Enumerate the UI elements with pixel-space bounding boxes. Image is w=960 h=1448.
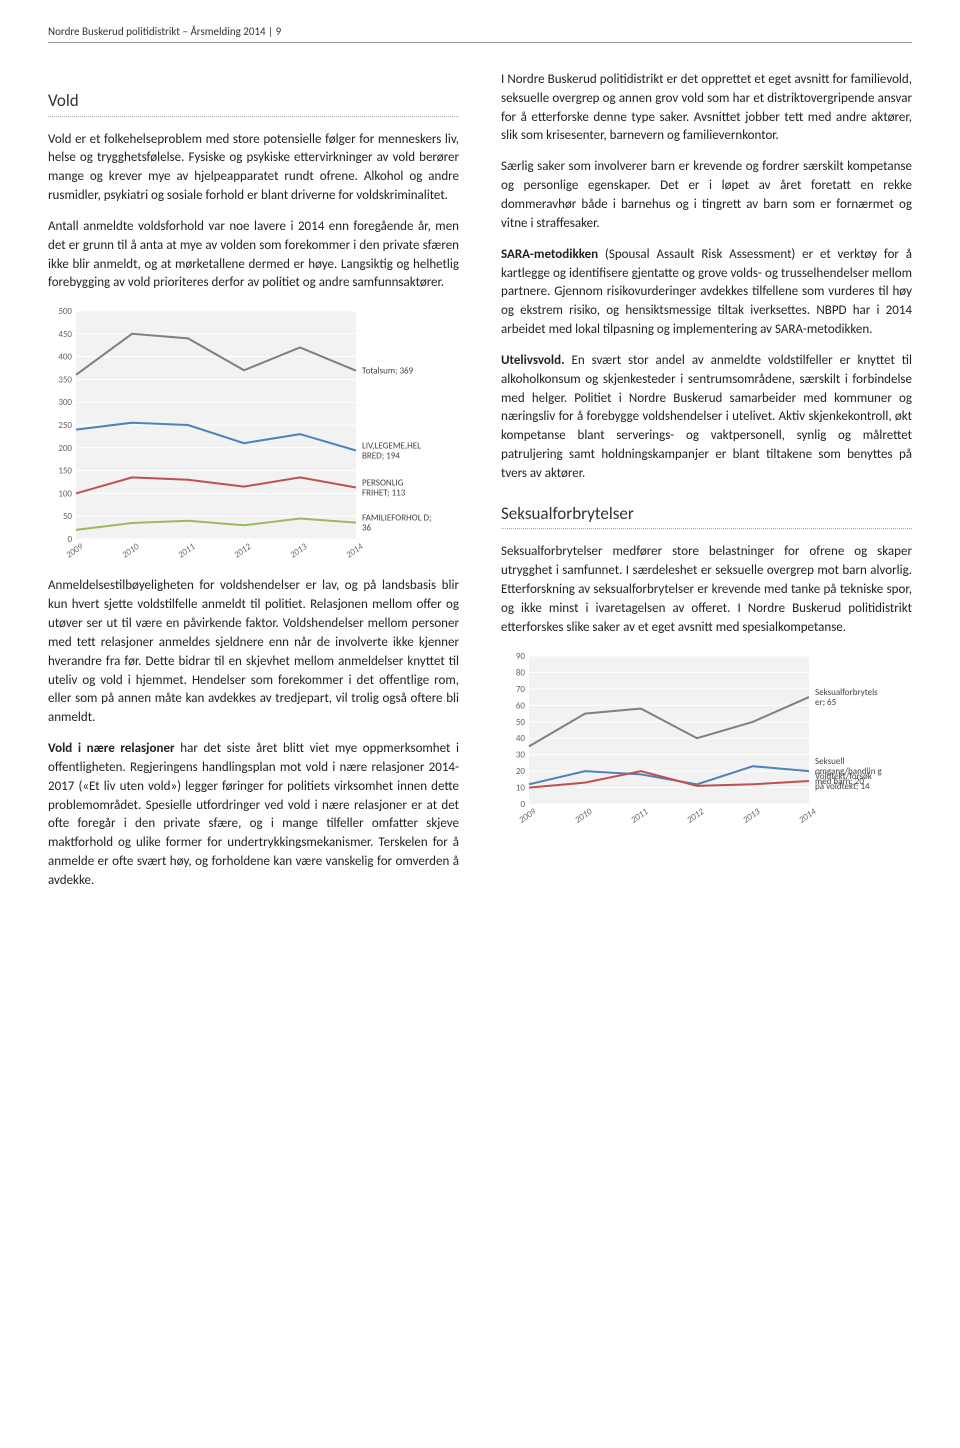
svg-text:på voldtekt; 14: på voldtekt; 14 [815, 781, 870, 792]
section-title-vold: Vold [48, 89, 459, 117]
para: Vold i nære relasjoner har det siste åre… [48, 740, 459, 891]
svg-text:200: 200 [58, 443, 72, 454]
svg-text:60: 60 [516, 700, 526, 711]
para: I Nordre Buskerud politidistrikt er det … [501, 71, 912, 146]
svg-text:30: 30 [516, 749, 526, 760]
para: Særlig saker som involverer barn er krev… [501, 158, 912, 233]
svg-text:450: 450 [58, 329, 72, 340]
svg-text:100: 100 [58, 489, 72, 500]
svg-text:FAMILIEFORHOL D;: FAMILIEFORHOL D; [362, 513, 431, 524]
svg-text:2010: 2010 [573, 806, 595, 826]
svg-text:20: 20 [516, 766, 526, 777]
para: Seksualforbrytelser medfører store belas… [501, 543, 912, 637]
para-tail: En svært stor andel av anmeldte voldstil… [501, 353, 912, 481]
svg-text:250: 250 [58, 420, 72, 431]
svg-text:0: 0 [67, 534, 72, 545]
svg-text:90: 90 [516, 651, 526, 662]
svg-text:350: 350 [58, 375, 72, 386]
svg-text:2014: 2014 [797, 806, 819, 826]
svg-text:0: 0 [520, 799, 525, 810]
svg-text:50: 50 [516, 716, 526, 727]
chart-seksual: 0102030405060708090200920102011201220132… [501, 650, 912, 830]
section-title-seksual: Seksualforbrytelser [501, 502, 912, 530]
svg-text:40: 40 [516, 733, 526, 744]
svg-text:2010: 2010 [120, 541, 142, 561]
bold-lead: SARA-metodikken [501, 247, 598, 262]
chart-vold: 0501001502002503003504004505002009201020… [48, 305, 459, 565]
svg-text:36: 36 [362, 523, 372, 534]
header-text: Nordre Buskerud politidistrikt – Årsmeld… [48, 25, 281, 38]
svg-text:400: 400 [58, 352, 72, 363]
svg-text:150: 150 [58, 466, 72, 477]
svg-text:FRIHET; 113: FRIHET; 113 [362, 488, 406, 499]
right-column: I Nordre Buskerud politidistrikt er det … [501, 71, 912, 903]
bold-lead: Vold i nære relasjoner [48, 741, 175, 756]
bold-lead: Utelivsvold. [501, 353, 565, 368]
page: Nordre Buskerud politidistrikt – Årsmeld… [0, 0, 960, 943]
svg-text:er; 65: er; 65 [815, 697, 837, 708]
para-tail: har det siste året blitt viet mye oppmer… [48, 741, 459, 888]
svg-text:80: 80 [516, 667, 526, 678]
svg-text:Totalsum; 369: Totalsum; 369 [362, 366, 414, 377]
para: Anmeldelsestilbøyeligheten for voldshend… [48, 577, 459, 728]
para: SARA-metodikken (Spousal Assault Risk As… [501, 246, 912, 340]
svg-text:2013: 2013 [741, 806, 763, 826]
svg-text:2011: 2011 [176, 541, 198, 561]
svg-text:50: 50 [63, 512, 73, 523]
svg-text:300: 300 [58, 398, 72, 409]
two-column-layout: Vold Vold er et folkehelseproblem med st… [48, 71, 912, 903]
para: Antall anmeldte voldsforhold var noe lav… [48, 218, 459, 293]
svg-text:500: 500 [58, 306, 72, 317]
svg-text:2012: 2012 [685, 806, 707, 826]
para: Vold er et folkehelseproblem med store p… [48, 131, 459, 206]
svg-text:2011: 2011 [629, 806, 651, 826]
svg-text:10: 10 [516, 782, 526, 793]
page-header: Nordre Buskerud politidistrikt – Årsmeld… [48, 24, 912, 43]
left-column: Vold Vold er et folkehelseproblem med st… [48, 71, 459, 903]
para: Utelivsvold. En svært stor andel av anme… [501, 352, 912, 484]
svg-text:BRED; 194: BRED; 194 [362, 451, 400, 462]
svg-text:70: 70 [516, 684, 526, 695]
svg-text:2013: 2013 [288, 541, 310, 561]
svg-text:2014: 2014 [344, 541, 366, 561]
svg-text:2012: 2012 [232, 541, 254, 561]
